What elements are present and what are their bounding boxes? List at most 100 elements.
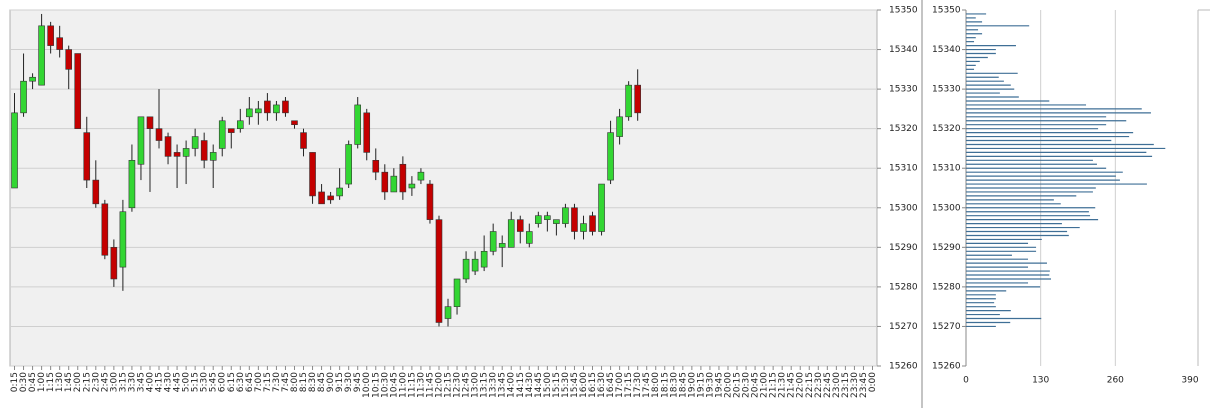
x-tick-label: 260 bbox=[1107, 376, 1124, 386]
x-tick-label: 21:00 bbox=[760, 372, 770, 398]
y-tick-label: 15270 bbox=[932, 322, 961, 332]
x-tick-label: 17:45 bbox=[642, 372, 652, 398]
x-tick-label: 2:00 bbox=[73, 372, 83, 392]
y-tick-label: 15300 bbox=[889, 203, 918, 213]
candle-body bbox=[173, 152, 181, 157]
x-tick-label: 21:45 bbox=[787, 372, 797, 398]
candle-body bbox=[227, 128, 235, 133]
x-tick-label: 9:15 bbox=[335, 372, 345, 392]
candle-body bbox=[417, 171, 425, 181]
x-tick-label: 1:00 bbox=[37, 372, 47, 392]
x-tick-label: 23:45 bbox=[859, 372, 869, 398]
candle-body bbox=[616, 116, 623, 137]
x-tick-label: 12:15 bbox=[444, 372, 454, 398]
x-tick-label: 390 bbox=[1181, 376, 1198, 386]
x-tick-label: 9:30 bbox=[344, 372, 354, 392]
x-tick-label: 7:00 bbox=[254, 372, 264, 392]
x-tick-label: 14:15 bbox=[516, 372, 526, 398]
x-tick-label: 13:00 bbox=[471, 372, 481, 398]
x-tick-label: 18:15 bbox=[660, 372, 670, 398]
x-tick-label: 23:00 bbox=[832, 372, 842, 398]
x-tick-label: 2:15 bbox=[82, 372, 92, 392]
x-tick-label: 23:15 bbox=[841, 372, 851, 398]
candle-body bbox=[101, 203, 109, 256]
candle-body bbox=[453, 278, 461, 307]
x-tick-label: 18:45 bbox=[678, 372, 688, 398]
y-tick-label: 15280 bbox=[889, 282, 918, 292]
candle-body bbox=[273, 104, 280, 114]
candle-body bbox=[553, 219, 560, 224]
x-tick-label: 15:45 bbox=[570, 372, 580, 398]
candle-body bbox=[625, 84, 632, 118]
candle-body bbox=[20, 80, 27, 114]
x-tick-label: 15:00 bbox=[543, 372, 553, 398]
x-tick-label: 10:00 bbox=[362, 372, 372, 398]
x-tick-label: 19:30 bbox=[705, 372, 715, 398]
candle-body bbox=[598, 183, 605, 232]
x-tick-label: 9:45 bbox=[353, 372, 363, 392]
y-tick-label: 15300 bbox=[932, 203, 961, 213]
candle-body bbox=[381, 171, 389, 193]
x-tick-label: 5:30 bbox=[200, 372, 210, 392]
candle-body bbox=[164, 136, 172, 157]
x-tick-label: 8:15 bbox=[299, 372, 309, 392]
y-tick-label: 15320 bbox=[932, 124, 961, 134]
x-tick-label: 16:15 bbox=[588, 372, 598, 398]
x-tick-label: 8:00 bbox=[290, 372, 300, 392]
x-tick-label: 3:00 bbox=[109, 372, 119, 392]
x-tick-label: 7:15 bbox=[263, 372, 273, 392]
x-tick-label: 3:45 bbox=[136, 372, 146, 392]
x-tick-label: 12:45 bbox=[462, 372, 472, 398]
x-tick-label: 4:30 bbox=[164, 372, 174, 392]
x-tick-label: 10:45 bbox=[389, 372, 399, 398]
x-tick-label: 9:00 bbox=[326, 372, 336, 392]
candle-body bbox=[74, 53, 82, 129]
y-tick-label: 15260 bbox=[889, 362, 918, 372]
x-tick-label: 2:30 bbox=[91, 372, 101, 392]
x-tick-label: 14:00 bbox=[507, 372, 517, 398]
candle-body bbox=[516, 219, 524, 232]
candle-body bbox=[480, 250, 488, 268]
x-tick-label: 3:15 bbox=[118, 372, 128, 392]
x-tick-label: 15:15 bbox=[552, 372, 562, 398]
candle-body bbox=[327, 195, 334, 201]
x-tick-label: 10:15 bbox=[371, 372, 381, 398]
x-tick-label: 11:00 bbox=[398, 372, 408, 398]
candle-body bbox=[435, 219, 443, 323]
y-tick-label: 15310 bbox=[889, 164, 918, 174]
candle-body bbox=[191, 136, 199, 149]
candle-body bbox=[56, 37, 63, 50]
x-tick-label: 6:00 bbox=[218, 372, 228, 392]
x-tick-label: 22:00 bbox=[796, 372, 806, 398]
candle-body bbox=[264, 100, 271, 114]
candle-body bbox=[399, 163, 407, 193]
x-tick-label: 18:00 bbox=[651, 372, 661, 398]
candle-body bbox=[65, 49, 73, 70]
x-tick-label: 0 bbox=[963, 376, 969, 386]
x-tick-label: 17:15 bbox=[624, 372, 634, 398]
candle-body bbox=[146, 116, 154, 129]
candle-body bbox=[363, 112, 371, 153]
x-tick-label: 22:15 bbox=[805, 372, 815, 398]
x-tick-label: 5:00 bbox=[182, 372, 192, 392]
x-tick-label: 19:45 bbox=[714, 372, 724, 398]
candle-body bbox=[354, 104, 362, 145]
x-tick-label: 10:30 bbox=[380, 372, 390, 398]
x-tick-label: 19:15 bbox=[696, 372, 706, 398]
candle-body bbox=[182, 148, 190, 157]
candle-body bbox=[92, 179, 100, 205]
price-plot-area bbox=[9, 9, 878, 367]
candle-body bbox=[444, 306, 452, 319]
candle-body bbox=[282, 100, 289, 114]
x-tick-label: 6:30 bbox=[236, 372, 246, 392]
x-tick-label: 16:00 bbox=[579, 372, 589, 398]
candle-body bbox=[236, 120, 244, 129]
candle-body bbox=[300, 132, 307, 149]
candle-body bbox=[562, 207, 569, 224]
candle-body bbox=[119, 211, 127, 268]
candle-body bbox=[309, 152, 316, 197]
y-tick-label: 15260 bbox=[932, 362, 961, 372]
x-tick-label: 16:45 bbox=[606, 372, 616, 398]
y-tick-label: 15290 bbox=[889, 243, 918, 253]
